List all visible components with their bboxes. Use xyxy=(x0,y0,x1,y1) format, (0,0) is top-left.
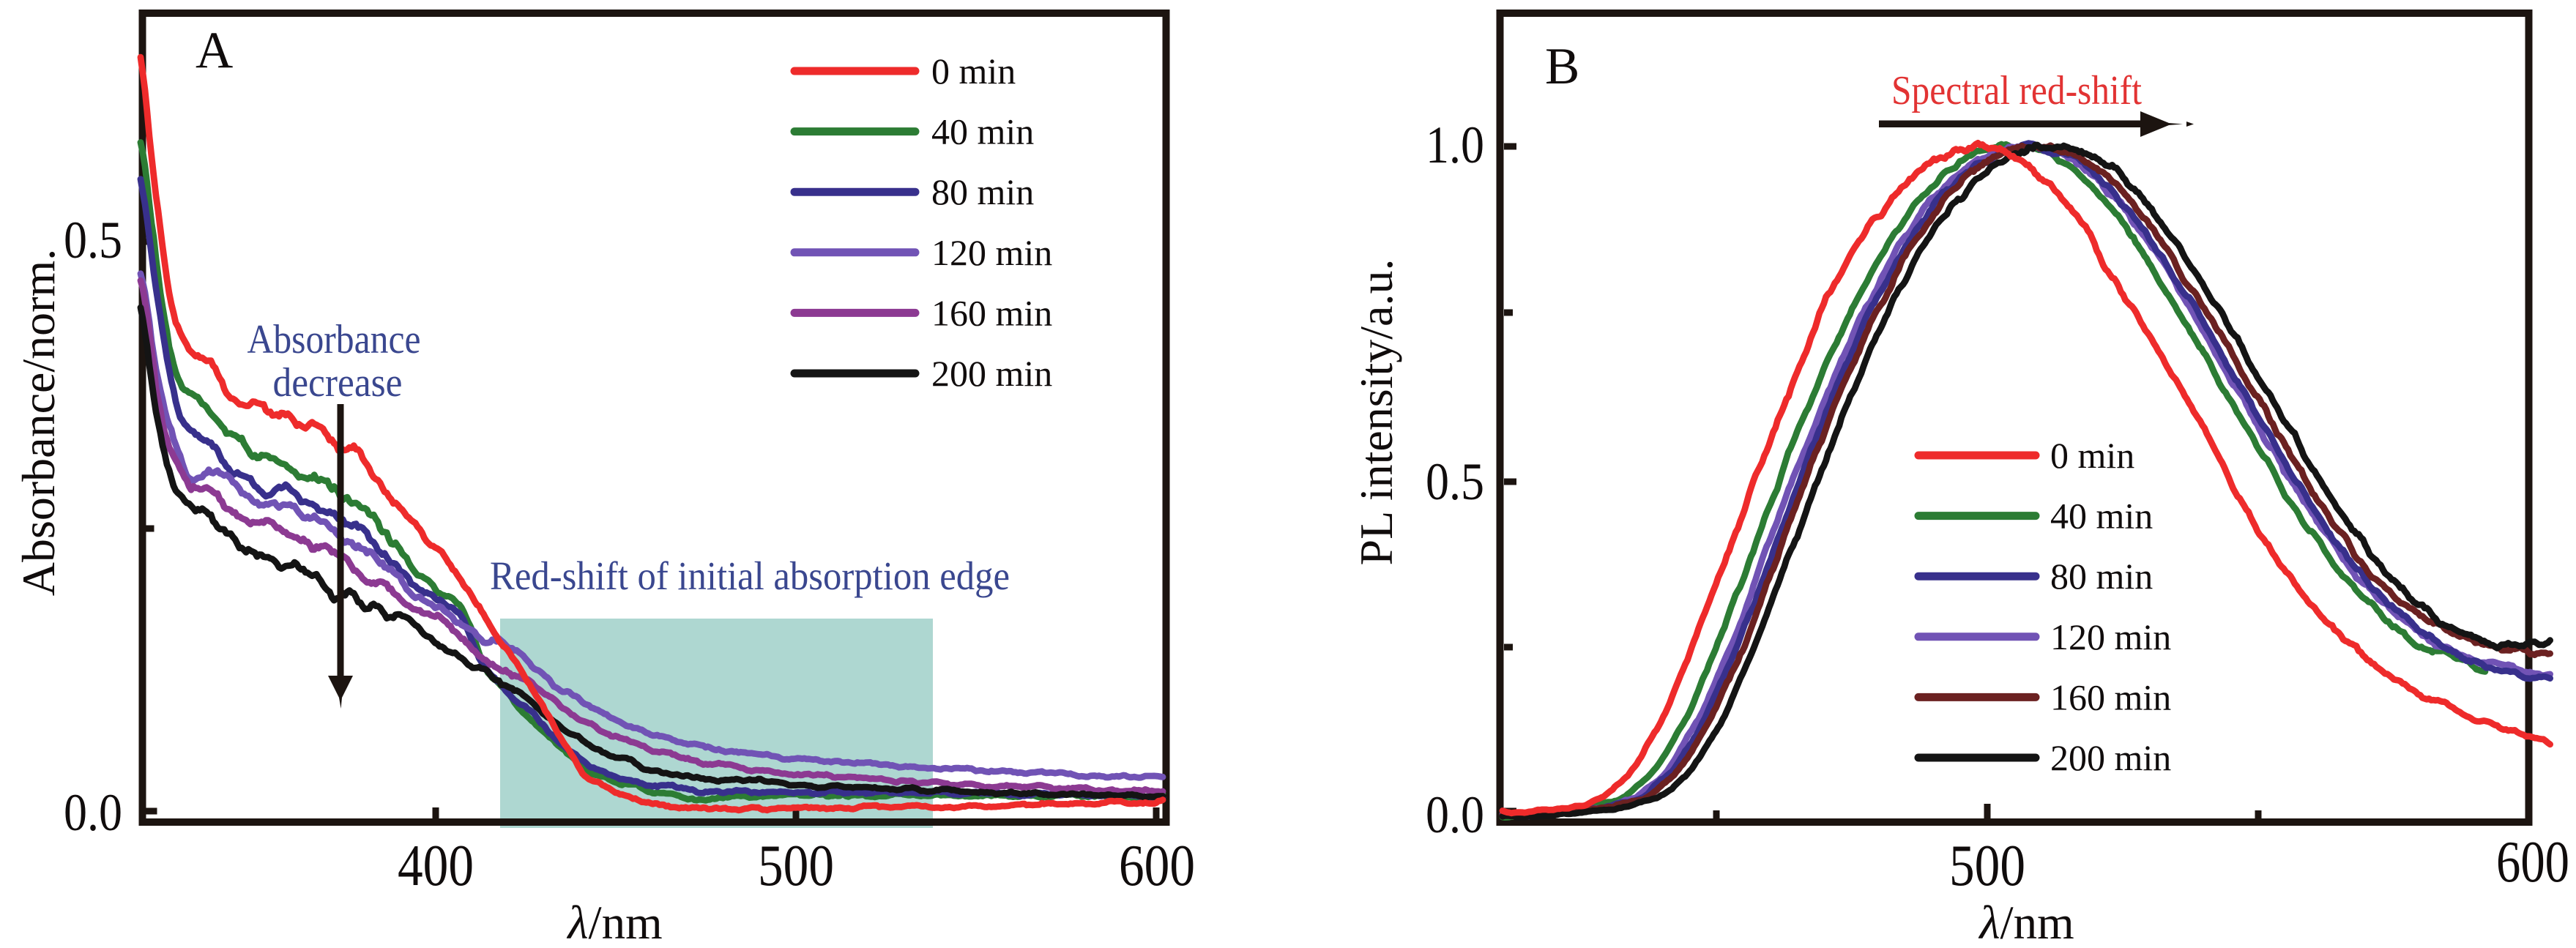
svg-text:160 min: 160 min xyxy=(2050,676,2171,717)
svg-text:40 min: 40 min xyxy=(2050,496,2153,537)
svg-text:400: 400 xyxy=(398,834,474,898)
svg-text:120 min: 120 min xyxy=(2050,616,2171,657)
svg-text:80 min: 80 min xyxy=(931,171,1034,212)
svg-text:B: B xyxy=(1545,38,1579,95)
svg-text:1.0: 1.0 xyxy=(1426,116,1484,174)
svg-text:Absorbance/norm.: Absorbance/norm. xyxy=(12,249,64,597)
svg-text:A: A xyxy=(196,22,233,79)
svg-text:0 min: 0 min xyxy=(2050,435,2134,476)
svg-text:200 min: 200 min xyxy=(2050,737,2171,778)
svg-text:0.0: 0.0 xyxy=(64,783,122,842)
svg-text:0.5: 0.5 xyxy=(64,211,122,269)
svg-text:600: 600 xyxy=(2496,830,2569,895)
svg-text:40 min: 40 min xyxy=(931,111,1034,152)
svg-text:500: 500 xyxy=(758,834,834,898)
svg-text:decrease: decrease xyxy=(273,360,403,406)
svg-text:80 min: 80 min xyxy=(2050,556,2153,597)
svg-text:PL intensity/a.u.: PL intensity/a.u. xyxy=(1350,259,1402,566)
svg-text:600: 600 xyxy=(1119,834,1195,898)
svg-text:200 min: 200 min xyxy=(931,353,1052,394)
svg-text:0 min: 0 min xyxy=(931,51,1016,92)
svg-text:0.5: 0.5 xyxy=(1426,452,1484,511)
svg-text:500: 500 xyxy=(1949,834,2025,898)
svg-text:120 min: 120 min xyxy=(931,232,1052,273)
svg-text:λ/nm: λ/nm xyxy=(1978,897,2074,948)
svg-text:Absorbance: Absorbance xyxy=(247,317,421,362)
svg-text:0.0: 0.0 xyxy=(1426,785,1484,844)
svg-text:Spectral red-shift: Spectral red-shift xyxy=(1891,68,2142,113)
svg-text:160 min: 160 min xyxy=(931,292,1052,333)
svg-text:λ/nm: λ/nm xyxy=(566,897,662,948)
svg-text:Red-shift of initial absorptio: Red-shift of initial absorption edge xyxy=(490,553,1010,598)
